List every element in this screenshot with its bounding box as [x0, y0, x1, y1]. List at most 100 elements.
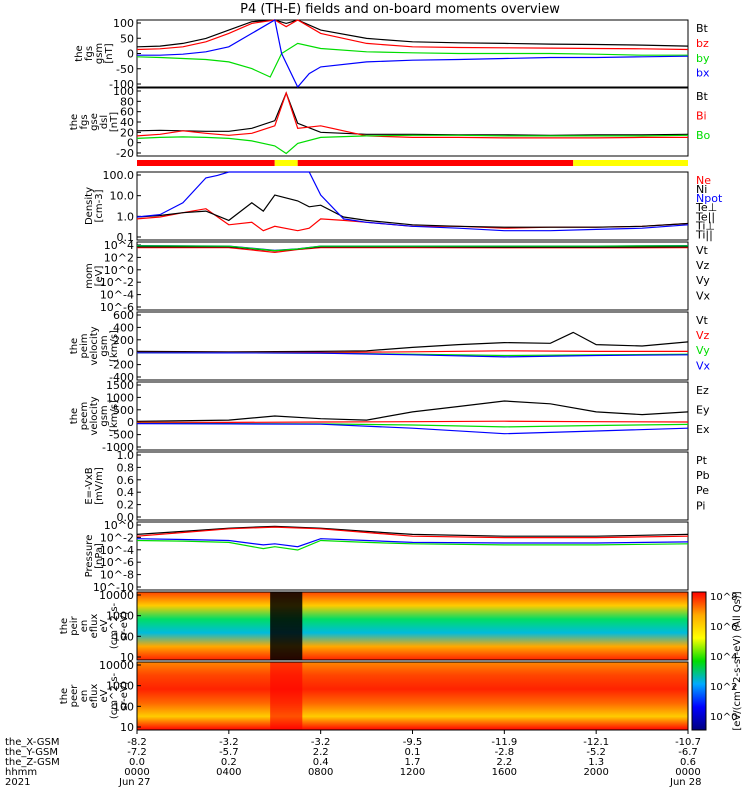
panel-frame — [136, 19, 689, 88]
x-tick-value: 0.2 — [221, 757, 237, 768]
series-by-line — [136, 42, 688, 78]
y-tick-label: 10 — [120, 651, 134, 664]
y-tick-label: 10^-4 — [100, 544, 134, 557]
colorbar-label: [eV/(cm^2-s-sr-eV) (All Qs)] — [732, 591, 743, 730]
y-tick-label: 0.0 — [117, 511, 135, 524]
y-tick-label: 10^-6 — [100, 301, 134, 314]
x-tick-value: 0000 — [675, 767, 700, 778]
x-axis-row-label: the_Y-GSM — [5, 747, 58, 758]
legend-ez: Ez — [696, 384, 709, 397]
y-tick-label: -100 — [109, 78, 134, 91]
y-tick-label: 10000 — [99, 589, 134, 602]
panel-10: 10000 1000 100 10 thepeerenefluxeV(cm^2-s-sr… — [59, 591, 743, 734]
series-bt-line — [136, 19, 689, 48]
y-tick-label: -200 — [109, 359, 134, 372]
y-axis-label: Pressure[nPa] — [84, 535, 105, 578]
y-tick-label: 0 — [127, 346, 134, 359]
y-tick-label: 10^-6 — [100, 556, 134, 569]
series-pt-line — [136, 525, 689, 537]
series-te-line — [137, 246, 689, 252]
legend-npot: Npot — [696, 192, 723, 205]
x-tick-value: -3.2 — [219, 737, 239, 748]
y-tick-label: 10^-8 — [100, 569, 134, 582]
panel-4: 10^410^210^010^-210^-410^-6 mom[eV] Vt Vz Vy… — [84, 239, 711, 314]
x-axis-row-label: hhmm — [5, 767, 37, 778]
colorbar-tick-label: 10^4 — [710, 652, 737, 663]
y-tick-label: 40 — [120, 116, 134, 129]
y-tick-label: 10000 — [99, 659, 134, 672]
panel-frame — [136, 241, 689, 311]
status-bar-segment — [274, 160, 298, 166]
y-tick-label: 10^4 — [104, 239, 134, 252]
y-tick-label: 10^-4 — [100, 289, 134, 302]
y-tick-label: 80 — [120, 95, 134, 108]
spectrogram-gap — [270, 592, 303, 660]
legend-pi: Pi — [696, 499, 705, 512]
legend-vz: Vz — [696, 259, 710, 272]
panel-9: 10000 1000 100 10 thepeirenefluxeV(cm^2-s-sr… — [59, 589, 689, 664]
series-vt-line — [136, 331, 689, 353]
series-te-line — [137, 247, 689, 254]
y-axis-label: thepeimvelocitygsm[km/s] — [69, 326, 120, 365]
panel-3: 100.010.01.00.1Density[cm-3]NeNiNpotTe⊥T… — [84, 169, 723, 244]
x-axis: the_X-GSMthe_Y-GSMthe_Z-GSMhhmm2021-8.2-… — [5, 730, 702, 788]
legend-ti: Ti⊥ — [695, 219, 715, 232]
y-tick-label: 10^-10 — [93, 581, 134, 594]
y-tick-label: 10^-2 — [100, 531, 134, 544]
y-tick-label: 1500 — [106, 379, 134, 392]
y-tick-label: 10^2 — [104, 251, 134, 264]
y-tick-label: 500 — [113, 404, 134, 417]
panel-frame — [136, 591, 689, 661]
legend-bt: Bt — [696, 22, 709, 35]
legend-te: Te⊥ — [695, 201, 717, 214]
y-tick-label: 100 — [113, 700, 134, 713]
x-axis-row-label: 2021 — [5, 777, 30, 788]
x-tick-value: -8.2 — [127, 737, 147, 748]
x-tick-value: 0400 — [216, 767, 241, 778]
legend-ti: Ti|| — [695, 228, 713, 241]
legend-bo: Bo — [696, 129, 711, 142]
y-tick-label: 600 — [113, 309, 134, 322]
legend-te: Te|| — [695, 210, 715, 223]
x-tick-value: 2000 — [583, 767, 608, 778]
legend-pe: Pe — [696, 484, 709, 497]
y-tick-label: 400 — [113, 321, 134, 334]
x-tick-value: -6.7 — [678, 747, 698, 758]
legend-ne: Ne — [696, 174, 711, 187]
y-tick-label: -400 — [109, 371, 134, 384]
y-tick-label: 10^0 — [104, 519, 134, 532]
x-tick-value: -11.9 — [491, 737, 517, 748]
panel-frame — [136, 521, 689, 591]
x-tick-value: 0800 — [308, 767, 333, 778]
x-tick-value: -9.5 — [403, 737, 423, 748]
y-tick-label: 100 — [113, 630, 134, 643]
y-tick-label: -50 — [116, 63, 134, 76]
legend-ni: Ni — [696, 183, 707, 196]
x-tick-value: -5.2 — [586, 747, 606, 758]
y-tick-label: 10.0 — [110, 190, 135, 203]
x-tick-value: 1200 — [400, 767, 425, 778]
legend-bz: bz — [696, 37, 709, 50]
legend-pb: Pb — [696, 469, 710, 482]
series-vz-line — [136, 420, 689, 423]
x-tick-value: -3.2 — [311, 737, 331, 748]
x-tick-value: -12.1 — [583, 737, 609, 748]
x-tick-value: 0.6 — [680, 757, 696, 768]
x-tick-value: -2.8 — [495, 747, 515, 758]
series-npot-line — [136, 171, 689, 232]
legend-vy: Vy — [696, 274, 710, 287]
x-tick-value: 1600 — [492, 767, 517, 778]
status-bar-segment — [573, 160, 688, 166]
panel-frame — [136, 171, 689, 241]
y-axis-label: thepeerenefluxeV(cm^2-s-sr-eV) — [59, 672, 130, 719]
y-tick-label: 1.0 — [117, 210, 135, 223]
y-axis-label: thepeirenefluxeV(cm^2-s-sr-eV) — [59, 602, 130, 649]
y-tick-label: 200 — [113, 334, 134, 347]
panels: 100500-50-100thefgsgsm[nT]Btbzbybx100806… — [59, 17, 743, 734]
x-axis-row-label: the_Z-GSM — [5, 757, 60, 768]
y-axis-label: thefgsgsm[nT] — [74, 43, 115, 64]
x-tick-value: 0.4 — [313, 757, 329, 768]
panel-8: 10^010^-210^-410^-610^-810^-10 Pressure[n… — [84, 519, 689, 594]
y-tick-label: 0.1 — [117, 231, 135, 244]
